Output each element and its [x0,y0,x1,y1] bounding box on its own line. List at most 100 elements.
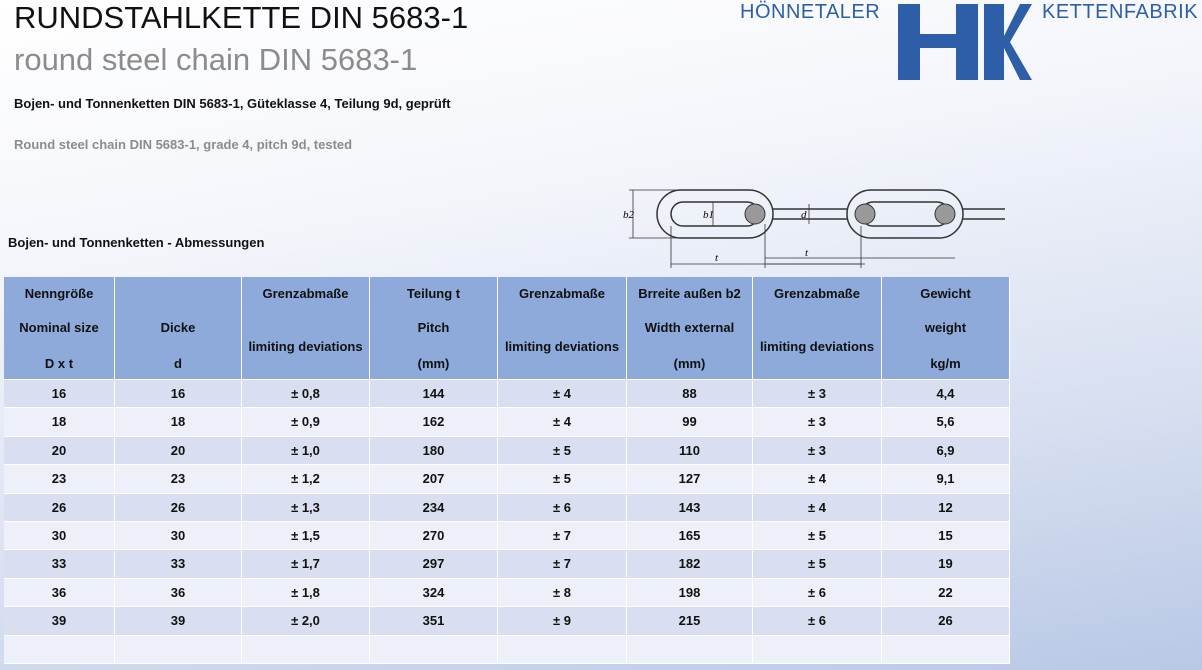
table-cell: 20 [4,436,115,466]
header-text: d [174,356,182,371]
table-cell: 144 [370,380,498,409]
table-cell: 33 [4,550,115,579]
table-cell: ± 6 [498,493,627,522]
table-cell: 22 [882,578,1010,608]
label-t: t [805,247,809,259]
table-cell: 33 [115,550,242,579]
table-cell: ± 2,0 [242,607,370,636]
table-cell: 88 [627,380,753,409]
table-cell: 30 [115,522,242,551]
header-text: kg/m [930,356,961,371]
header-cell: Brreite außen b2 Width external (mm) [627,277,753,380]
header-text: Dicke [160,320,196,335]
table-cell [882,635,1010,664]
header-text: Grenzabmaße [519,286,605,301]
table-cell: ± 1,5 [242,522,370,551]
table-cell: 16 [4,380,115,409]
table-cell: 39 [4,607,115,636]
table-cell: ± 1,7 [242,550,370,579]
subtitle: round steel chain DIN 5683-1 [14,42,418,77]
table-cell: 127 [627,465,753,494]
header-text: Grenzabmaße [262,286,349,301]
table-cell [242,635,370,664]
table-cell: 234 [370,493,498,522]
label-b1: b1 [703,209,714,221]
header-text: limiting deviations [248,339,363,354]
table-cell: ± 7 [498,550,627,579]
table-cell: ± 5 [753,522,882,551]
table-cell: 6,9 [882,436,1010,466]
header-text: Grenzabmaße [774,286,860,301]
table-cell: ± 3 [753,408,882,437]
table-cell: ± 3 [753,380,882,409]
logo-mark [898,4,1032,80]
header-text: weight [924,320,967,335]
header-text: Nenngröße [24,286,94,301]
table-cell: 19 [882,550,1010,579]
table-cell: 23 [4,465,115,494]
label-b2: b2 [623,209,635,221]
header-text: D x t [44,356,74,371]
table-cell: ± 0,8 [242,380,370,409]
table-cell: 26 [115,493,242,522]
table-cell: ± 4 [498,380,627,409]
table-cell: ± 1,0 [242,436,370,466]
header-text: (mm) [673,356,706,371]
header-text: limiting deviations [759,339,875,354]
table-cell: ± 1,8 [242,578,370,608]
table-cell: 26 [882,607,1010,636]
table-cell: ± 4 [498,408,627,437]
label-t: t [715,252,719,264]
header-cell: Dicke d [115,277,242,380]
table-cell: 9,1 [882,465,1010,494]
table-cell: 18 [115,408,242,437]
description-de: Bojen- und Tonnenketten DIN 5683-1, Güte… [14,96,451,111]
table-cell: ± 8 [498,578,627,608]
table-cell: ± 4 [753,493,882,522]
table-cell: 143 [627,493,753,522]
description-en: Round steel chain DIN 5683-1, grade 4, p… [14,137,353,152]
header-cell: Grenzabmaße limiting deviations [498,277,627,380]
table-cell [115,635,242,664]
table-cell: ± 6 [753,578,882,608]
table-cell: 26 [4,493,115,522]
header-text: limiting deviations [504,339,620,354]
table-caption: Bojen- und Tonnenketten - Abmessungen [8,235,265,250]
table-cell: 36 [4,578,115,608]
header-text: Nominal size [19,320,99,335]
header-cell: Nenngröße Nominal size D x t [4,277,115,380]
table-cell: ± 6 [753,607,882,636]
table: Nenngröße Nominal size D x t Dicke d Grenzabm… [4,277,1010,667]
table-cell [4,635,115,664]
table-cell: ± 5 [498,436,627,466]
table-cell: 15 [882,522,1010,551]
table-cell: 30 [4,522,115,551]
logo-left: HÖNNETALER [740,1,881,23]
table-cell: 12 [882,493,1010,522]
table-cell: 39 [115,607,242,636]
table-cell: 162 [370,408,498,437]
title: RUNDSTAHLKETTE DIN 5683-1 [14,0,469,35]
table-cell [498,635,627,664]
table-cell: 270 [370,522,498,551]
table-cell: 16 [115,380,242,409]
table-cell: 20 [115,436,242,466]
table-cell: 297 [370,550,498,579]
table-cell: 180 [370,436,498,466]
table-cell: 165 [627,522,753,551]
table-cell: 36 [115,578,242,608]
header-cell: Teilung t Pitch (mm) [370,277,498,380]
header-text: Gewicht [920,286,971,301]
table-cell: ± 4 [753,465,882,494]
table-cell: 99 [627,408,753,437]
header-text: Teilung t [406,286,461,301]
table-cell [753,635,882,664]
table-cell: 207 [370,465,498,494]
table-cell: 18 [4,408,115,437]
table-cell: 23 [115,465,242,494]
table-cell: ± 9 [498,607,627,636]
table-cell: ± 5 [498,465,627,494]
table-cell: ± 7 [498,522,627,551]
table-cell: 198 [627,578,753,608]
